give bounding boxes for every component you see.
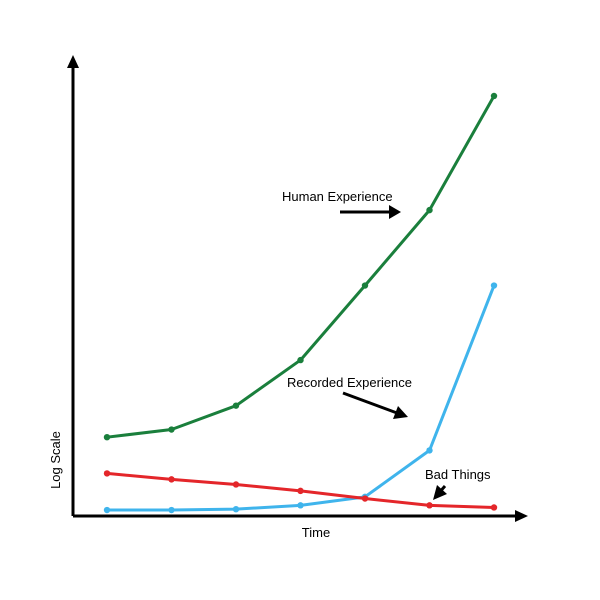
series-2-point-5	[426, 502, 433, 509]
series-0-point-5	[426, 206, 433, 214]
recorded-experience-arrow	[342, 391, 408, 419]
series-2-point-4	[361, 495, 369, 502]
series-0-point-6	[490, 92, 498, 100]
series-1-point-1	[168, 506, 175, 514]
series-2-point-3	[297, 487, 304, 495]
series-0-point-4	[361, 282, 369, 289]
human-experience-arrow	[340, 205, 401, 219]
series-1-point-3	[297, 502, 304, 509]
x-axis-label: Time	[302, 525, 330, 540]
series-0-point-1	[168, 426, 175, 433]
series-2-point-2	[232, 481, 240, 488]
annotation-human-experience: Human Experience	[282, 189, 393, 204]
annotations: Human Experience Recorded Experience Bad…	[282, 189, 491, 500]
annotation-recorded-experience: Recorded Experience	[287, 375, 412, 390]
y-axis-arrowhead	[67, 55, 79, 68]
series-0-point-3	[297, 356, 304, 364]
x-axis-arrowhead	[515, 510, 528, 522]
y-axis-label: Log Scale	[48, 431, 63, 489]
series-2-point-0	[103, 470, 111, 477]
series-2-point-6	[490, 504, 498, 511]
series-1-point-5	[426, 447, 433, 454]
series-1-point-6	[490, 282, 498, 289]
series-0-point-0	[103, 433, 111, 441]
bad-things-arrow	[433, 485, 447, 500]
series-group	[103, 92, 498, 514]
series-1-point-0	[103, 506, 111, 514]
axes	[67, 55, 528, 522]
series-1-point-2	[232, 505, 240, 513]
series-0-point-2	[232, 402, 240, 409]
series-2-point-1	[168, 476, 175, 483]
annotation-bad-things: Bad Things	[425, 467, 491, 482]
